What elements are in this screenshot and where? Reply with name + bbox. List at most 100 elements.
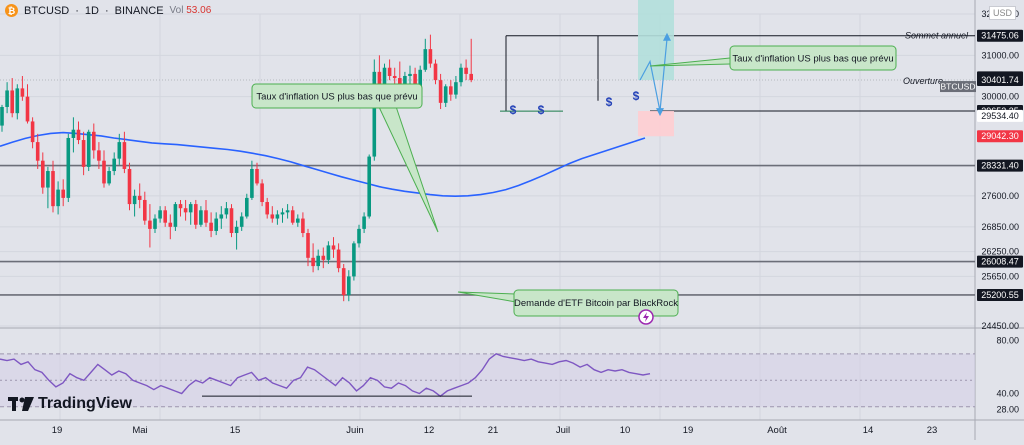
bitcoin-icon: ₿ (5, 4, 18, 17)
candle-body (132, 195, 137, 205)
candle-body (377, 71, 382, 89)
time-tick-label: Mai (132, 425, 147, 436)
annotation-etf-text: Demande d'ETF Bitcoin par BlackRock (514, 298, 678, 309)
candle-body (173, 204, 178, 227)
time-tick-label: Juil (556, 425, 570, 436)
candle-body (56, 189, 60, 207)
dollar-sign-icon: $ (510, 103, 517, 117)
candle-body (454, 82, 458, 95)
price-tick-label: 30000.00 (981, 92, 1019, 102)
candle-body (163, 210, 167, 223)
candle-body (270, 214, 275, 219)
dollar-sign-icon: $ (538, 103, 545, 117)
rsi-pane[interactable] (0, 353, 975, 408)
candle-body (464, 67, 468, 74)
candle-body (127, 168, 132, 205)
candle-body (214, 218, 218, 231)
price-tag-label: 30401.74 (981, 75, 1019, 85)
candle-body (311, 257, 315, 267)
candle-body (0, 106, 4, 126)
candle-body (66, 137, 71, 198)
price-tick-label: 24450.00 (981, 321, 1019, 331)
annotation-etf[interactable]: Demande d'ETF Bitcoin par BlackRock (457, 289, 679, 317)
candle-body (5, 90, 9, 107)
candle-body (301, 218, 305, 234)
candle-body (107, 171, 111, 184)
symbol-exchange[interactable]: BINANCE (114, 4, 164, 17)
candle-body (239, 216, 244, 227)
tradingview-logo-icon (8, 397, 34, 411)
price-tick-label: 26850.00 (981, 222, 1019, 232)
price-tag-bg (977, 74, 1023, 87)
dollar-sign-icon: $ (606, 95, 613, 109)
time-tick-label: 15 (230, 425, 241, 436)
candle-body (219, 214, 224, 219)
time-axis[interactable]: 19 Mai 15 Juin 12 21 Juil 10 19 Août 14 23 (52, 425, 938, 436)
moving-average[interactable] (0, 131, 646, 198)
candle-body (382, 67, 387, 89)
price-tick-label: 27600.00 (981, 191, 1019, 201)
time-tick-label: 19 (683, 425, 694, 436)
annotation-inflation-1-box (251, 83, 423, 109)
candle-body (158, 210, 162, 219)
candle-body (428, 49, 433, 64)
candle-body (92, 131, 96, 151)
dollar-sign-icon: $ (633, 89, 640, 103)
candle-body (423, 49, 428, 70)
price-tick-label: 25650.00 (981, 271, 1019, 281)
annotation-inflation-2-text: Taux d'inflation US plus bas que prévu (732, 54, 893, 65)
candle-body (372, 71, 377, 157)
candle-body (443, 86, 448, 103)
candle-body (392, 75, 397, 79)
time-tick-label: Août (767, 425, 787, 436)
annotation-inflation-2-pointer (649, 57, 731, 67)
candle-body (224, 208, 229, 215)
open-label: Ouverture (903, 76, 943, 86)
candle-body (296, 218, 300, 223)
price-tag-label: 28331.40 (981, 161, 1019, 171)
volume-value: 53.06 (186, 5, 212, 16)
candle-body (433, 63, 438, 81)
annotation-inflation-1-pointer (379, 107, 439, 233)
annotation-inflation-2[interactable]: Taux d'inflation US plus bas que prévu (649, 45, 897, 71)
annotation-inflation-1[interactable]: Taux d'inflation US plus bas que prévu (251, 83, 439, 233)
currency-label[interactable]: USD (988, 6, 1016, 20)
time-tick-label: 19 (52, 425, 63, 436)
price-tag-bg (977, 109, 1023, 122)
candle-body (413, 73, 417, 93)
candle-body (280, 212, 285, 215)
price-tag-bg (977, 130, 1023, 143)
candle-body (209, 222, 213, 231)
candle-body (229, 208, 234, 234)
candle-body (341, 268, 346, 296)
annotation-inflation-2-box (729, 45, 897, 71)
candle-body (61, 189, 65, 198)
lightning-bolt-icon (643, 312, 649, 322)
candle-body (81, 140, 86, 167)
candle-body (245, 197, 249, 217)
symbol-header[interactable]: ₿ BTCUSD · 1D · BINANCE Vol 53.06 (5, 4, 211, 17)
candle-body (97, 150, 101, 161)
candle-body (112, 158, 116, 172)
time-tick-label: 23 (927, 425, 938, 436)
symbol-interval[interactable]: 1D (84, 4, 99, 17)
candle-body (51, 171, 55, 207)
projection-arrow-down-icon (656, 108, 664, 117)
candle-body (255, 168, 259, 184)
price-tick-label: 31000.00 (981, 50, 1019, 60)
candle-body (76, 129, 81, 141)
candle-body (418, 69, 422, 93)
candle-body (336, 249, 341, 269)
rsi-tick-label: 28.00 (996, 404, 1019, 414)
time-tick-label: Juin (346, 425, 363, 436)
ma-line (0, 131, 646, 198)
price-tag-label: 26008.47 (981, 257, 1019, 267)
candle-body (41, 160, 45, 188)
annotations[interactable]: Taux d'inflation US plus bas que prévu Ta… (251, 31, 969, 325)
symbol-name[interactable]: BTCUSD (24, 4, 70, 17)
candle-body (306, 233, 310, 258)
projection-box[interactable] (638, 0, 674, 137)
candle-body (331, 245, 336, 250)
